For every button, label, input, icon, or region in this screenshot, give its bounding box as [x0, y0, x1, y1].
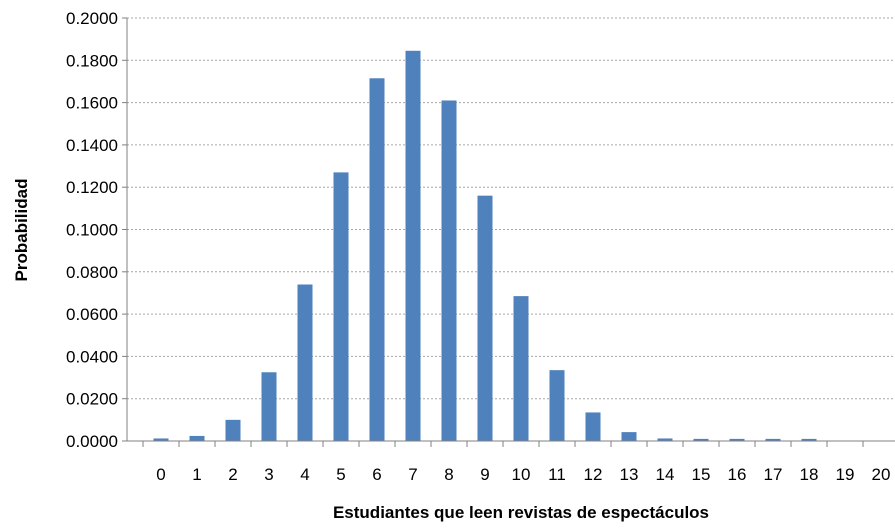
x-tick-label: 9 — [480, 465, 489, 484]
bar-3 — [261, 372, 277, 441]
bar-13 — [621, 432, 637, 441]
axes — [122, 17, 895, 447]
y-tick-label: 0.1400 — [66, 136, 118, 155]
x-tick-labels: 0 1 2 3 4 5 6 7 8 9 10 11 12 13 14 15 16 17 18 19 20 — [156, 465, 890, 484]
y-tick-label: 0.1000 — [66, 221, 118, 240]
x-tick-label: 0 — [156, 465, 165, 484]
x-tick-label: 3 — [264, 465, 273, 484]
bar-5 — [333, 172, 349, 441]
bar-11 — [549, 370, 565, 441]
bar-8 — [441, 100, 457, 442]
bar-10 — [513, 296, 529, 441]
bar-15 — [693, 438, 709, 441]
bar-7 — [405, 50, 421, 441]
x-tick-label: 5 — [336, 465, 345, 484]
bar-9 — [477, 195, 493, 441]
y-tick-label: 0.0400 — [66, 347, 118, 366]
x-axis-title: Estudiantes que leen revistas de espectá… — [333, 503, 709, 522]
bar-6 — [369, 78, 385, 441]
x-tick-label: 13 — [620, 465, 639, 484]
y-tick-label: 0.0000 — [66, 432, 118, 451]
bar-12 — [585, 412, 601, 441]
y-tick-label: 0.1200 — [66, 178, 118, 197]
x-tick-label: 7 — [408, 465, 417, 484]
y-tick-labels: 0.0000 0.0200 0.0400 0.0600 0.0800 0.1000 0.12… — [66, 9, 118, 451]
bar-17 — [765, 438, 781, 441]
x-tick-label: 19 — [836, 465, 855, 484]
x-tick-label: 6 — [372, 465, 381, 484]
y-tick-label: 0.0600 — [66, 305, 118, 324]
x-tick-label: 10 — [512, 465, 531, 484]
x-tick-label: 11 — [548, 465, 566, 484]
x-tick-label: 17 — [764, 465, 783, 484]
y-tick-label: 0.2000 — [66, 9, 118, 28]
bar-16 — [729, 438, 745, 441]
bar-1 — [189, 435, 205, 441]
y-tick-label: 0.1600 — [66, 94, 118, 113]
x-tick-label: 15 — [692, 465, 711, 484]
y-tick-label: 0.0200 — [66, 390, 118, 409]
bar-2 — [225, 419, 241, 441]
bar-18 — [801, 438, 817, 441]
x-tick-label: 1 — [192, 465, 201, 484]
x-tick-label: 14 — [656, 465, 675, 484]
gridlines — [127, 17, 895, 400]
bar-4 — [297, 284, 313, 441]
x-tick-label: 16 — [728, 465, 747, 484]
x-tick-label: 18 — [800, 465, 819, 484]
x-tick-label: 2 — [228, 465, 237, 484]
y-axis-title: Probabilidad — [12, 179, 31, 282]
y-tick-label: 0.0800 — [66, 263, 118, 282]
x-tick-label: 12 — [584, 465, 603, 484]
x-tick-label: 4 — [300, 465, 309, 484]
bars — [153, 50, 817, 442]
y-tick-label: 0.1800 — [66, 51, 118, 70]
x-tick-label: 8 — [444, 465, 453, 484]
x-tick-label: 20 — [872, 465, 891, 484]
bar-14 — [657, 438, 673, 441]
bar-0 — [153, 438, 169, 441]
